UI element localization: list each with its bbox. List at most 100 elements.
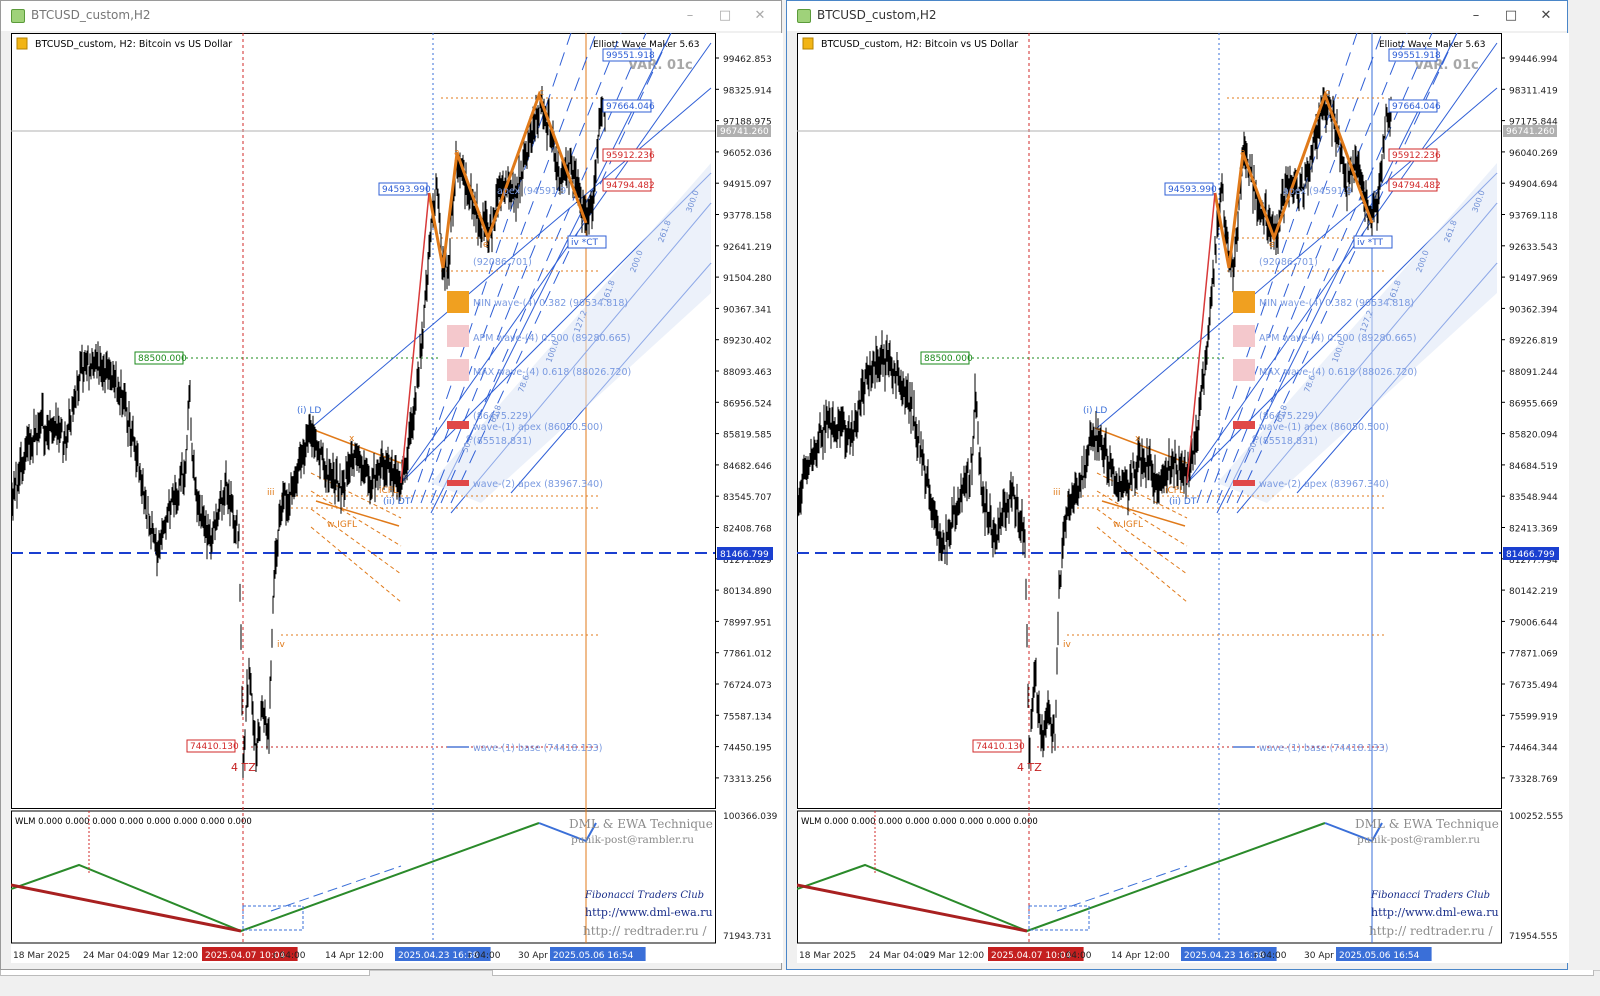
price-axis-label: 90362.394 (1509, 305, 1558, 315)
oscillator-red (11, 883, 242, 933)
price-tag-box (1388, 48, 1438, 62)
window-titlebar[interactable]: BTCUSD_custom,H2 – □ ✕ (1, 1, 781, 31)
chart-symbol-icon (16, 37, 28, 50)
price-axis-label: 74464.344 (1509, 744, 1558, 754)
wave-label: (ii) DT (383, 497, 411, 507)
url-text: http:// redtrader.ru / (1369, 924, 1494, 938)
url-text: http://www.dml-ewa.ru (1371, 906, 1499, 919)
price-tag-box (602, 48, 652, 62)
wave-annotation: (86475.229) (473, 411, 532, 422)
wave-label: a (454, 148, 460, 158)
oscillator-red (797, 883, 1028, 933)
price-axis-label: 73313.256 (723, 775, 772, 785)
close-icon[interactable]: ✕ (1540, 8, 1552, 23)
channel-fill (1217, 163, 1497, 503)
impulse-line (1186, 192, 1216, 484)
time-axis-label: 2025.05.06 16:54 (1339, 951, 1420, 961)
wave-annotation: APM wave-(4) 0.500 (89280.665) (1259, 333, 1416, 344)
window-tab[interactable] (492, 970, 1594, 976)
maximize-icon[interactable]: □ (718, 8, 732, 23)
price-tag-box (378, 182, 428, 196)
chart-window-right[interactable]: BTCUSD_custom,H2 – □ ✕ 99446.994 98311.41… (786, 0, 1569, 970)
price-tag: 95912.236 (1392, 151, 1441, 161)
time-axis-label: 24 Mar 04:00 (869, 951, 929, 961)
wave2-apex-box (447, 480, 469, 486)
price-tag: 97664.046 (606, 102, 655, 112)
wave-label: (i) LD (297, 406, 321, 416)
price-axis-label: 83545.707 (723, 493, 772, 503)
wave4-apm-box (447, 325, 469, 347)
price-axis-label: 90367.341 (723, 305, 772, 315)
wave-label: e (1269, 240, 1275, 250)
wave-annotation: MAX wave-(4) 0.618 (88026.720) (473, 367, 631, 378)
wave-annotation: APM wave-(4) 0.500 (89280.665) (473, 333, 630, 344)
price-axis-label: 77871.069 (1509, 650, 1558, 660)
chart-label: BTCUSD_custom, H2: Bitcoin vs US Dollar (35, 39, 232, 50)
main-pane-frame (11, 33, 716, 809)
indicator-axis-label: 71943.731 (723, 932, 772, 942)
fan-line (1216, 33, 1408, 504)
price-axis-label: 86956.524 (723, 399, 772, 409)
time-axis-label: 29 Mar 12:00 (924, 951, 984, 961)
fib-line (310, 508, 402, 575)
chart-icon (11, 9, 25, 23)
current-price-tag (717, 125, 771, 137)
wave-trendline (1101, 500, 1186, 527)
fan-line (410, 33, 572, 504)
price-axis-label: 85819.585 (723, 431, 772, 441)
price-axis-label: 98311.419 (1509, 86, 1558, 96)
price-axis-label: 88091.244 (1509, 368, 1558, 378)
wave-label: (i) LD (1083, 406, 1107, 416)
window-tab[interactable] (0, 970, 370, 976)
wave4-apm-box (1233, 325, 1255, 347)
wave-annotation: (85518.831) (1259, 436, 1318, 447)
chart-canvas[interactable]: 99446.994 98311.419 97175.844 96040.269 9490… (797, 33, 1569, 963)
indicator-name: Elliott Wave Maker 5.63 (593, 40, 699, 50)
minimize-icon[interactable]: – (1472, 8, 1480, 23)
price-axis-label: 82408.768 (723, 525, 772, 535)
wave-label: x (1135, 434, 1141, 444)
indicator-name: Elliott Wave Maker 5.63 (1379, 40, 1485, 50)
chart-window-left[interactable]: BTCUSD_custom,H2 – □ ✕ 99462.853 98325.91… (0, 0, 783, 970)
time-axis-label: r 04:00 (1059, 951, 1092, 961)
price-tag: 94593.990 (382, 185, 431, 195)
price-tag: 94794.482 (1392, 181, 1441, 191)
wave-annotation: apex (94591.9 (497, 186, 566, 197)
time-axis-label: 14 Apr 12:00 (325, 951, 384, 961)
price-tag-box (186, 739, 236, 753)
close-icon[interactable]: ✕ (754, 8, 766, 23)
price-axis-label: 88093.463 (723, 368, 772, 378)
price-tag: 95912.236 (606, 151, 655, 161)
time-axis-label: r 04:00 (468, 951, 501, 961)
chart-canvas[interactable]: 99462.853 98325.914 97188.975 96052.036 9491… (11, 33, 783, 963)
fib-line (310, 526, 402, 603)
indicator-axis-label: 71954.555 (1509, 932, 1558, 942)
minimize-icon[interactable]: – (686, 8, 694, 23)
wave4-max-box (1233, 359, 1255, 381)
url-text: http:// redtrader.ru / (583, 924, 708, 938)
wave-label: x (349, 434, 355, 444)
price-axis-label: 89226.819 (1509, 337, 1558, 347)
indicator-pane-frame (797, 810, 1502, 944)
price-chart-svg: 99462.853 98325.914 97188.975 96052.036 9491… (11, 33, 783, 963)
price-chart-svg: 99446.994 98311.419 97175.844 96040.269 9490… (797, 33, 1569, 963)
fan-line (430, 33, 622, 504)
oscillator-trend (1056, 865, 1188, 912)
window-titlebar[interactable]: BTCUSD_custom,H2 – □ ✕ (787, 1, 1567, 31)
target-tag: iv *TT (1357, 238, 1384, 248)
current-price-label: 96741.260 (1506, 127, 1555, 137)
price-axis-label: 76724.073 (723, 681, 772, 691)
maximize-icon[interactable]: □ (1504, 8, 1518, 23)
wlm-readout: WLM 0.000 0.000 0.000 0.000 0.000 0.000 … (15, 817, 252, 827)
impulse-line (400, 192, 430, 484)
price-tag: 97664.046 (1392, 102, 1441, 112)
time-axis-marker (1336, 947, 1432, 961)
price-axis-label: 89230.402 (723, 337, 772, 347)
wave-annotation: MIN wave-(4) 0.382 (90534.818) (473, 298, 628, 309)
club-text: Fibonacci Traders Club (1370, 890, 1490, 901)
dml-title: DML & EWA Technique (569, 817, 713, 831)
time-axis-marker (395, 947, 491, 961)
time-axis-label: 2025.04.07 10:04 (205, 951, 286, 961)
price-tag: 94794.482 (606, 181, 655, 191)
wave-label: a (1240, 148, 1246, 158)
